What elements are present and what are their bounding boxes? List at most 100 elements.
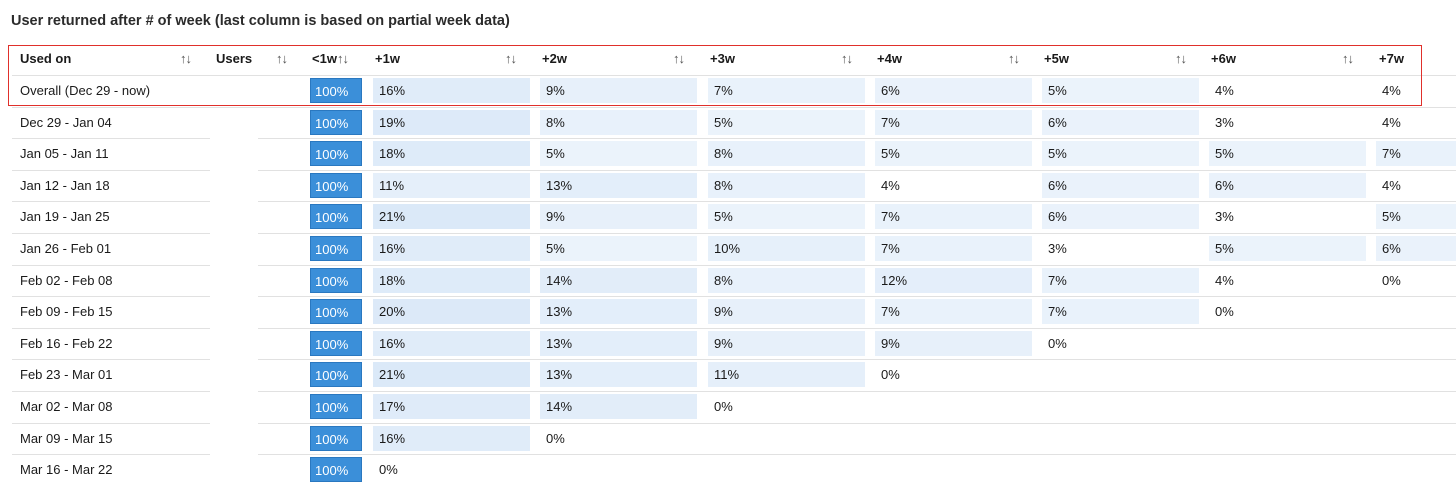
retention-cell: 8% (708, 267, 865, 293)
column-header-week-5[interactable]: +5w (1044, 51, 1069, 66)
sort-icon[interactable]: ↑↓ (673, 51, 685, 66)
retention-cell: 7% (1042, 299, 1199, 325)
row-divider (12, 422, 210, 424)
row-divider (12, 391, 210, 392)
sort-icon[interactable]: ↑↓ (276, 51, 288, 66)
retention-cell: 100% (310, 109, 362, 135)
sort-icon[interactable]: ↑↓ (1008, 51, 1020, 66)
retention-cell: 18% (373, 141, 530, 167)
retention-cell: 7% (708, 78, 865, 103)
retention-cell: 6% (1042, 204, 1199, 230)
table-row: Jan 26 - Feb 01 100% 16% 5% 10% 7% 3% 5% 6% (0, 233, 1456, 264)
retention-cell: 100% (310, 425, 362, 451)
retention-cell: 7% (875, 204, 1032, 230)
retention-cell: 5% (875, 141, 1032, 167)
retention-cell: 9% (540, 78, 697, 103)
column-header-week-7[interactable]: +7w (1379, 51, 1404, 66)
row-divider (12, 75, 1456, 76)
row-divider (258, 169, 1456, 171)
row-divider (12, 296, 210, 298)
retention-cell: 6% (1042, 172, 1199, 198)
row-label: Overall (Dec 29 - now) (20, 83, 151, 98)
sort-icon[interactable]: ↑↓ (505, 51, 517, 66)
row-label: Feb 16 - Feb 22 (20, 335, 113, 351)
row-divider (12, 264, 210, 266)
retention-cell: 14% (540, 394, 697, 419)
retention-cell: 12% (875, 267, 1032, 293)
table-row: Dec 29 - Jan 04 100% 19% 8% 5% 7% 6% 3% 4% (0, 107, 1456, 138)
sort-icon[interactable]: ↑↓ (337, 51, 349, 66)
retention-cell: 5% (1042, 141, 1199, 167)
column-header-week-0[interactable]: <1w (312, 51, 337, 66)
retention-cell: 13% (540, 172, 697, 198)
retention-cell: 7% (875, 236, 1032, 261)
row-divider (258, 201, 1456, 203)
sort-icon[interactable]: ↑↓ (1175, 51, 1187, 66)
retention-cell: 21% (373, 362, 530, 388)
retention-cell: 100% (310, 236, 362, 261)
retention-cell: 5% (708, 109, 865, 135)
retention-cell: 3% (1215, 114, 1234, 130)
row-label: Feb 02 - Feb 08 (20, 272, 113, 288)
row-divider (12, 106, 1456, 108)
retention-cell: 5% (1376, 204, 1456, 230)
row-divider (258, 454, 1456, 456)
retention-cell: 5% (540, 236, 697, 261)
row-label: Feb 09 - Feb 15 (20, 304, 113, 320)
retention-cell: 5% (540, 141, 697, 167)
retention-cell: 100% (310, 362, 362, 388)
row-divider (258, 359, 1456, 361)
sort-icon[interactable]: ↑↓ (1342, 51, 1354, 66)
sort-icon[interactable]: ↑↓ (180, 51, 192, 66)
row-divider (12, 327, 210, 329)
retention-cell: 100% (310, 141, 362, 167)
retention-cell: 18% (373, 267, 530, 293)
table-row-overall: Overall (Dec 29 - now) 100% 16% 9% 7% 6% 5% 4% 4… (0, 75, 1456, 106)
retention-cell: 3% (1215, 209, 1234, 225)
column-header-week-6[interactable]: +6w (1211, 51, 1236, 66)
retention-cell: 4% (1382, 177, 1401, 193)
row-label: Mar 16 - Mar 22 (20, 462, 113, 478)
retention-cell: 16% (373, 425, 530, 451)
retention-cell: 100% (310, 204, 362, 230)
retention-cell: 9% (708, 330, 865, 356)
sort-icon[interactable]: ↑↓ (841, 51, 853, 66)
retention-cell: 100% (310, 457, 362, 483)
retention-cell: 5% (1209, 141, 1366, 167)
retention-cell: 4% (1382, 83, 1401, 98)
retention-cell: 4% (1215, 83, 1234, 98)
retention-cell: 8% (708, 172, 865, 198)
table-row: Feb 16 - Feb 22 100% 16% 13% 9% 9% 0% (0, 328, 1456, 359)
row-label: Dec 29 - Jan 04 (20, 114, 112, 130)
row-divider (258, 296, 1456, 298)
retention-cell: 6% (1042, 109, 1199, 135)
table-row: Feb 02 - Feb 08 100% 18% 14% 8% 12% 7% 4% 0% (0, 265, 1456, 296)
table-row: Jan 12 - Jan 18 100% 11% 13% 8% 4% 6% 6% 4% (0, 170, 1456, 201)
retention-cell: 100% (310, 172, 362, 198)
row-divider (258, 391, 1456, 392)
retention-cell: 0% (881, 367, 900, 383)
retention-cell: 7% (875, 109, 1032, 135)
table-row: Jan 05 - Jan 11 100% 18% 5% 8% 5% 5% 5% 7% (0, 138, 1456, 169)
retention-cell: 0% (1048, 335, 1067, 351)
column-header-week-1[interactable]: +1w (375, 51, 400, 66)
retention-cell: 4% (881, 177, 900, 193)
table-row: Feb 23 - Mar 01 100% 21% 13% 11% 0% (0, 359, 1456, 390)
retention-cell: 3% (1048, 241, 1067, 256)
column-header-week-2[interactable]: +2w (542, 51, 567, 66)
retention-cell: 9% (708, 299, 865, 325)
column-header-used-on[interactable]: Used on (20, 51, 72, 66)
retention-cell: 6% (875, 78, 1032, 103)
retention-cell: 0% (1215, 304, 1234, 320)
retention-cell: 6% (1209, 172, 1366, 198)
retention-cell: 11% (708, 362, 865, 388)
column-header-users[interactable]: Users (216, 51, 253, 66)
row-divider (258, 422, 1456, 424)
column-header-week-4[interactable]: +4w (877, 51, 902, 66)
row-label: Mar 09 - Mar 15 (20, 430, 113, 446)
retention-cell: 100% (310, 299, 362, 325)
retention-cell: 9% (540, 204, 697, 230)
row-divider (258, 233, 1456, 234)
column-header-week-3[interactable]: +3w (710, 51, 735, 66)
table-row: Mar 09 - Mar 15 100% 16% 0% (0, 423, 1456, 454)
